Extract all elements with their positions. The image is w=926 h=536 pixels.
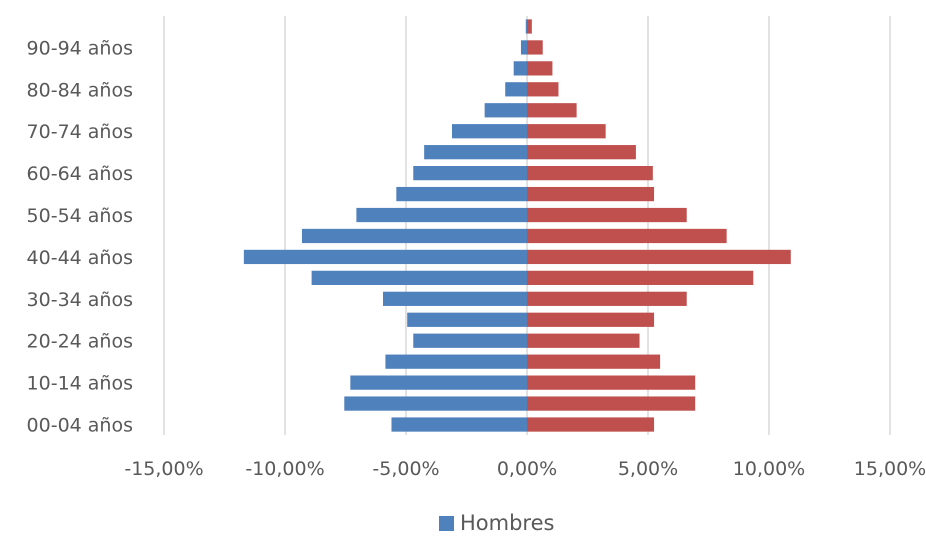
y-tick-label: 80-84 años [27, 79, 133, 101]
bar-series1-16 [527, 82, 559, 97]
x-tick-label: 10,00% [733, 458, 805, 480]
bar-series0-3 [385, 354, 527, 369]
bar-series1-8 [527, 249, 791, 265]
legend-swatch-hombres [439, 515, 454, 531]
x-tick-label: -15,00% [124, 458, 203, 480]
bar-series1-0 [527, 417, 655, 432]
x-tick-label: 0,00% [497, 458, 557, 480]
bar-series1-15 [527, 103, 577, 118]
bar-series0-1 [344, 396, 527, 411]
bar-series1-12 [527, 166, 653, 181]
bar-series0-6 [383, 291, 527, 306]
bar-series1-7 [527, 270, 754, 285]
bar-series1-6 [527, 291, 687, 306]
bar-series1-17 [527, 61, 553, 76]
bar-series0-14 [451, 124, 527, 139]
bar-series1-19 [527, 19, 532, 34]
legend-label-hombres: Hombres [460, 511, 555, 535]
y-tick-label: 10-14 años [27, 373, 133, 395]
bar-series1-2 [527, 375, 696, 390]
y-tick-label: 00-04 años [27, 415, 133, 437]
y-axis-labels: 00-04 años 10-14 años 20-24 años 30-34 años… [27, 37, 133, 436]
legend: Hombres [439, 511, 554, 535]
bar-series0-11 [396, 186, 527, 202]
bar-series1-9 [527, 228, 727, 244]
x-tick-label: -5,00% [372, 458, 439, 480]
bar-series0-0 [391, 417, 527, 432]
bar-series0-18 [520, 40, 527, 55]
y-tick-label: 50-54 años [27, 205, 133, 227]
bar-series1-3 [527, 354, 661, 369]
bar-series1-10 [527, 207, 687, 223]
bar-series1-11 [527, 186, 655, 202]
bar-series1-1 [527, 396, 696, 411]
bar-series0-19 [525, 19, 527, 34]
x-tick-label: -10,00% [245, 458, 324, 480]
y-tick-label: 40-44 años [27, 247, 133, 269]
bar-series0-8 [243, 249, 528, 265]
bar-series0-15 [484, 103, 527, 118]
y-tick-label: 90-94 años [27, 37, 133, 59]
bar-series0-17 [513, 61, 527, 76]
bar-series0-16 [505, 82, 527, 97]
bar-series0-2 [350, 375, 527, 390]
bar-series0-5 [407, 312, 527, 327]
x-tick-label: 15,00% [854, 458, 926, 480]
y-tick-label: 60-64 años [27, 163, 133, 185]
y-tick-label: 70-74 años [27, 121, 133, 143]
bar-series0-4 [413, 333, 527, 348]
bar-series0-9 [301, 228, 527, 244]
x-axis-labels: -15,00% -10,00% -5,00% 0,00% 5,00% 10,00% 15,0… [124, 458, 926, 480]
bar-series1-18 [527, 40, 543, 55]
gridlines [163, 16, 891, 435]
bar-series0-12 [413, 166, 527, 181]
bar-series0-7 [311, 270, 527, 285]
bars [243, 19, 791, 432]
bar-series0-13 [424, 145, 527, 160]
bar-series1-14 [527, 124, 606, 139]
bar-series1-5 [527, 312, 655, 327]
bar-series1-13 [527, 145, 636, 160]
y-tick-label: 30-34 años [27, 289, 133, 311]
bar-series1-4 [527, 333, 640, 348]
x-tick-label: 5,00% [618, 458, 678, 480]
bar-series0-10 [356, 207, 527, 223]
y-tick-label: 20-24 años [27, 331, 133, 353]
